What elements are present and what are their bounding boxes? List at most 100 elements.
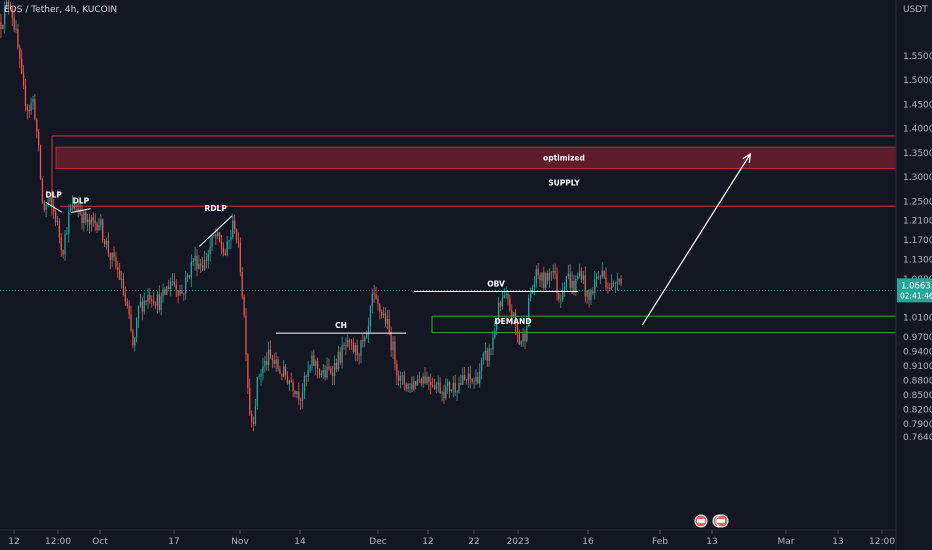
candle-body: [420, 379, 422, 384]
candle-body: [211, 236, 213, 247]
candle-body: [241, 272, 243, 297]
candle-body: [19, 47, 21, 59]
candle-body: [565, 276, 568, 288]
candle-body: [2, 24, 4, 29]
event-markers[interactable]: [694, 514, 729, 528]
candle-body: [328, 366, 330, 369]
candle-body: [586, 290, 588, 297]
candle-body: [267, 349, 270, 365]
optimized-zone[interactable]: [55, 146, 897, 169]
candle-body: [520, 341, 522, 345]
candle-body: [262, 366, 264, 374]
candle-body: [37, 131, 40, 146]
candle-body: [160, 296, 162, 311]
candle-body: [15, 28, 17, 30]
candle-body: [237, 240, 240, 243]
candle-body: [64, 234, 66, 255]
candle-body: [571, 280, 573, 288]
candle-body: [218, 232, 221, 242]
candle-body: [458, 383, 460, 392]
candle-body: [258, 376, 260, 378]
trendline-rdlp[interactable]: [199, 215, 233, 247]
price-tick-label: 0.7640: [903, 433, 932, 443]
candle-body: [284, 366, 287, 377]
price-tick-label: 0.8800: [903, 377, 932, 387]
candle-body: [405, 384, 407, 389]
time-axis[interactable]: 12 12:00 Oct 17 Nov 14 Dec 12 22 2023 16 Feb 13 Mar 13…: [8, 530, 895, 547]
candle-body: [60, 237, 62, 250]
candle-body: [318, 369, 321, 376]
candle-body: [607, 287, 609, 289]
candle-body: [347, 340, 349, 347]
time-tick-label: Feb: [652, 537, 668, 547]
candle-body: [51, 197, 53, 206]
candle-body: [416, 379, 419, 386]
last-price: 1.0663: [901, 281, 931, 291]
time-tick-label: 2023: [507, 537, 530, 547]
price-tick-label: 1.0100: [903, 314, 932, 324]
candle-body: [226, 241, 228, 256]
candle-body: [200, 263, 202, 266]
candle-body: [183, 293, 185, 295]
candle-body: [194, 256, 196, 262]
candle-body: [597, 276, 600, 278]
candle-body: [384, 313, 387, 324]
candle-body: [122, 278, 125, 295]
candles-layer: [0, 0, 622, 432]
candle-body: [354, 345, 356, 353]
candle-body: [228, 240, 230, 242]
candle-body: [139, 301, 142, 306]
candle-body: [398, 375, 400, 381]
candle-body: [492, 337, 494, 350]
candle-body: [119, 270, 121, 280]
candle-body: [592, 290, 594, 294]
candle-body: [281, 373, 283, 377]
candle-body: [162, 289, 164, 297]
projection-arrow-line[interactable]: [641, 153, 751, 326]
candle-body: [371, 293, 373, 307]
candle-body: [311, 355, 313, 366]
candle-body: [181, 290, 183, 294]
candle-body: [343, 345, 345, 346]
candle-body: [396, 364, 398, 376]
price-tick-label: 0.8500: [903, 391, 932, 401]
candle-body: [584, 275, 586, 297]
candle-body: [28, 109, 30, 112]
candle-body: [620, 278, 622, 284]
candle-body: [109, 253, 111, 260]
candle-body: [386, 319, 389, 324]
candle-body: [326, 366, 328, 378]
trendline-dlp[interactable]: [70, 208, 91, 213]
candle-body: [152, 300, 155, 304]
candle-body: [107, 240, 110, 254]
candle-body: [290, 380, 292, 383]
candle-body: [205, 259, 208, 261]
price-tick-label: 0.7900: [903, 420, 932, 430]
candle-body: [220, 241, 223, 249]
candle-body: [179, 290, 181, 296]
candle-body: [612, 282, 615, 284]
candle-body: [601, 270, 603, 277]
candle-body: [247, 354, 249, 389]
candle-body: [546, 273, 549, 281]
price-tick-label: 0.9100: [903, 362, 932, 372]
candle-body: [271, 355, 274, 361]
price-tick-label: 1.3500: [903, 149, 932, 159]
candle-body: [413, 381, 415, 390]
candle-body: [452, 382, 455, 390]
candle-body: [68, 211, 70, 234]
last-price-tag: 1.0663 02:41:46: [897, 278, 932, 303]
time-tick-label: 17: [168, 537, 179, 547]
candle-body: [616, 281, 618, 284]
candle-body: [207, 254, 209, 261]
candle-body: [269, 349, 272, 356]
candle-body: [516, 325, 519, 334]
candle-body: [254, 405, 257, 424]
candle-body: [24, 85, 27, 106]
candle-body: [611, 282, 613, 289]
trendline-dlp[interactable]: [45, 201, 62, 213]
candle-body: [283, 366, 285, 377]
candle-body: [469, 373, 471, 380]
candle-body: [556, 273, 558, 293]
